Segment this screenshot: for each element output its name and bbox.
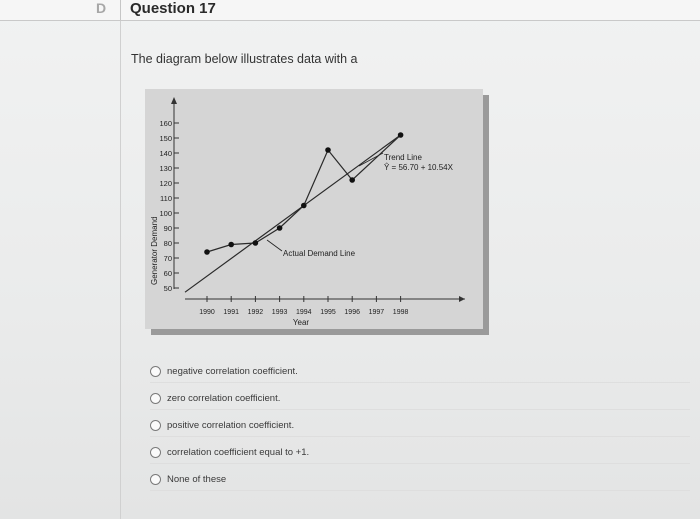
trend-line bbox=[184, 134, 401, 293]
radio-button[interactable] bbox=[150, 392, 161, 404]
x-tick-label: 1991 bbox=[223, 309, 239, 316]
y-axis-arrow bbox=[171, 97, 177, 104]
flag-icon[interactable]: D bbox=[95, 0, 107, 16]
question-content bbox=[120, 21, 700, 519]
x-tick-label: 1992 bbox=[248, 309, 264, 316]
demand-chart: 160 150 140 130 120 110 100 90 80 70 60 50 1990 1991… bbox=[150, 97, 465, 327]
question-title: Question 17 bbox=[130, 0, 216, 17]
answer-option-label: zero correlation coefficient. bbox=[167, 392, 281, 404]
question-header: D Question 17 bbox=[0, 0, 700, 21]
y-tick-label: 80 bbox=[164, 239, 172, 248]
radio-button[interactable] bbox=[150, 473, 161, 485]
actual-demand-point bbox=[301, 202, 307, 209]
trend-equation: Ŷ = 56.70 + 10.54X bbox=[384, 163, 454, 172]
x-tick-label: 1993 bbox=[272, 309, 288, 316]
actual-demand-point bbox=[228, 241, 234, 248]
answer-option-label: None of these bbox=[167, 473, 227, 485]
y-tick-label: 150 bbox=[159, 134, 172, 143]
y-tick-label: 110 bbox=[160, 194, 172, 203]
actual-demand-line bbox=[206, 134, 402, 253]
question-prompt: The diagram below illustrates data with … bbox=[131, 52, 358, 66]
trend-line-label: Trend Line bbox=[384, 153, 423, 162]
radio-button[interactable] bbox=[150, 419, 161, 431]
answer-option[interactable]: correlation coefficient equal to +1. bbox=[150, 441, 690, 464]
actual-demand-label: Actual Demand Line bbox=[283, 249, 356, 258]
x-tick-label: 1995 bbox=[320, 309, 336, 316]
x-axis-arrow bbox=[459, 296, 465, 302]
actual-demand-point bbox=[276, 225, 283, 231]
y-tick-label: 130 bbox=[159, 164, 172, 173]
header-divider bbox=[120, 0, 121, 20]
y-tick-label: 120 bbox=[159, 179, 172, 188]
actual-demand-point bbox=[349, 177, 355, 183]
diagram-figure: 160 150 140 130 120 110 100 90 80 70 60 50 1990 1991… bbox=[145, 89, 490, 336]
actual-demand-point bbox=[325, 147, 331, 153]
answer-option-label: correlation coefficient equal to +1. bbox=[167, 446, 310, 458]
actual-demand-point bbox=[397, 132, 404, 138]
x-tick-label: 1998 bbox=[393, 309, 409, 316]
x-tick-label: 1990 bbox=[199, 309, 215, 316]
answer-option[interactable]: negative correlation coefficient. bbox=[150, 360, 690, 383]
y-tick-label: 140 bbox=[159, 149, 172, 158]
x-tick-label: 1996 bbox=[344, 309, 360, 316]
answer-option-label: positive correlation coefficient. bbox=[167, 419, 295, 431]
y-tick-label: 70 bbox=[164, 254, 172, 263]
actual-label-pointer bbox=[266, 239, 283, 252]
y-tick-label: 60 bbox=[164, 269, 172, 278]
y-tick-label: 50 bbox=[164, 284, 172, 293]
answer-option[interactable]: positive correlation coefficient. bbox=[150, 414, 690, 437]
y-axis-label: Generator Demand bbox=[150, 217, 159, 285]
answer-option[interactable]: None of these bbox=[150, 468, 690, 491]
y-tick-label: 90 bbox=[164, 224, 172, 233]
x-tick-label: 1997 bbox=[369, 309, 385, 316]
x-tick-label: 1994 bbox=[296, 309, 312, 316]
y-tick-label: 160 bbox=[159, 119, 172, 128]
figure-panel bbox=[145, 89, 483, 329]
radio-button[interactable] bbox=[150, 446, 161, 458]
answer-option[interactable]: zero correlation coefficient. bbox=[150, 387, 690, 410]
actual-demand-point bbox=[204, 249, 210, 255]
radio-button[interactable] bbox=[150, 365, 161, 377]
x-axis-label: Year bbox=[293, 318, 310, 327]
answer-option-label: negative correlation coefficient. bbox=[167, 365, 298, 377]
y-tick-label: 100 bbox=[159, 209, 172, 218]
actual-demand-point bbox=[252, 240, 259, 246]
